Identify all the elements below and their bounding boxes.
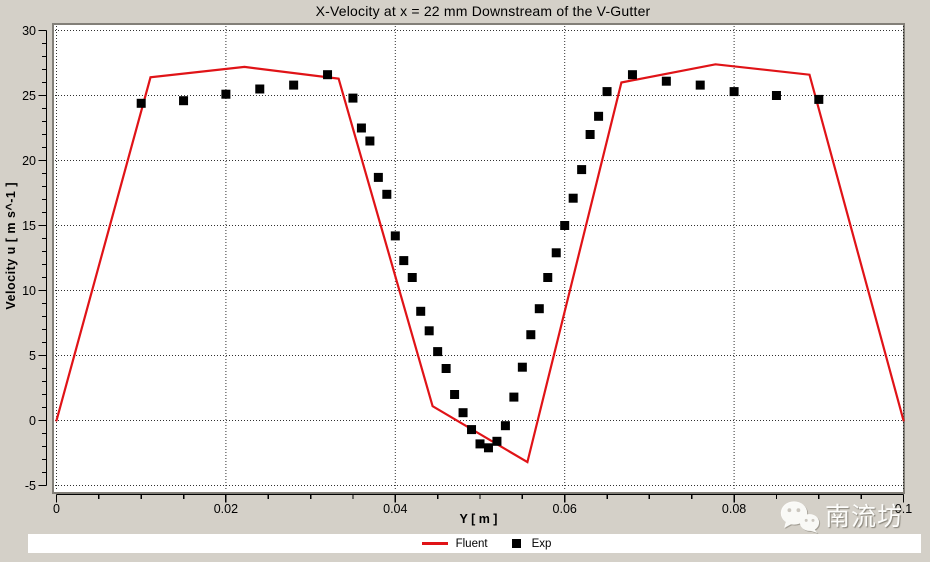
exp-point bbox=[500, 421, 510, 431]
y-tick-label: -5 bbox=[25, 479, 36, 493]
x-tick-label: 0.1 bbox=[895, 502, 912, 516]
y-tick-label: 30 bbox=[22, 24, 36, 38]
fluent-line-swatch bbox=[421, 542, 448, 545]
y-tick-label: 0 bbox=[29, 414, 36, 428]
exp-point bbox=[771, 91, 781, 100]
exp-point bbox=[289, 80, 299, 90]
exp-point bbox=[467, 425, 477, 435]
exp-point bbox=[729, 87, 739, 97]
exp-point bbox=[424, 326, 434, 336]
exp-point bbox=[509, 392, 519, 402]
fluent-line bbox=[55, 63, 905, 464]
exp-point bbox=[458, 408, 468, 418]
exp-point bbox=[179, 96, 189, 106]
exp-point bbox=[407, 273, 417, 282]
exp-point bbox=[255, 84, 265, 94]
exp-point bbox=[450, 390, 460, 399]
exp-point bbox=[323, 70, 333, 80]
exp-marker-swatch bbox=[511, 539, 521, 548]
exp-point bbox=[475, 439, 485, 449]
exp-point bbox=[551, 248, 561, 258]
exp-point bbox=[399, 256, 409, 266]
exp-point bbox=[416, 306, 426, 316]
legend-exp-label: Exp bbox=[531, 537, 552, 550]
exp-point bbox=[517, 362, 527, 372]
exp-point bbox=[577, 165, 587, 175]
plot-frame bbox=[52, 23, 905, 494]
exp-point bbox=[441, 364, 451, 373]
exp-point bbox=[348, 93, 358, 103]
exp-point bbox=[627, 70, 637, 80]
y-tick-label: 10 bbox=[22, 284, 36, 298]
x-tick-label: 0.08 bbox=[722, 502, 746, 516]
exp-point bbox=[695, 80, 705, 90]
y-axis-label: Velocity u [ m s^-1 ] bbox=[4, 182, 18, 310]
exp-point bbox=[356, 123, 366, 133]
legend-fluent-label: Fluent bbox=[455, 537, 488, 550]
exp-point bbox=[221, 89, 231, 99]
exp-point bbox=[136, 98, 146, 108]
exp-point bbox=[543, 273, 553, 282]
y-tick-label: 5 bbox=[29, 349, 36, 363]
exp-point bbox=[390, 231, 400, 241]
y-tick-label: 15 bbox=[22, 219, 36, 233]
watermark-text: 南流坊 bbox=[825, 503, 904, 531]
exp-point bbox=[560, 221, 570, 230]
x-tick-label: 0.06 bbox=[553, 502, 577, 516]
exp-point bbox=[814, 94, 824, 104]
watermark: 南流坊 bbox=[779, 497, 929, 537]
legend: Fluent Exp bbox=[28, 534, 921, 553]
exp-point bbox=[483, 443, 493, 453]
exp-point bbox=[373, 172, 383, 182]
exp-point bbox=[585, 130, 595, 139]
x-axis-label: Y [ m ] bbox=[459, 512, 498, 526]
exp-point bbox=[433, 347, 443, 357]
exp-point bbox=[492, 436, 502, 446]
exp-point bbox=[365, 136, 375, 146]
x-tick-label: 0 bbox=[53, 502, 60, 516]
exp-point bbox=[661, 76, 671, 86]
exp-point bbox=[602, 87, 612, 97]
exp-point bbox=[534, 304, 544, 314]
x-tick-label: 0.02 bbox=[214, 502, 238, 516]
x-tick-label: 0.04 bbox=[383, 502, 407, 516]
exp-point bbox=[568, 193, 578, 203]
exp-point bbox=[594, 111, 604, 121]
exp-point bbox=[526, 330, 536, 340]
wechat-icon bbox=[780, 501, 820, 533]
exp-point bbox=[382, 189, 392, 199]
y-tick-label: 20 bbox=[22, 154, 36, 168]
y-tick-label: 25 bbox=[22, 89, 36, 103]
chart-title: X-Velocity at x = 22 mm Downstream of th… bbox=[315, 3, 651, 19]
